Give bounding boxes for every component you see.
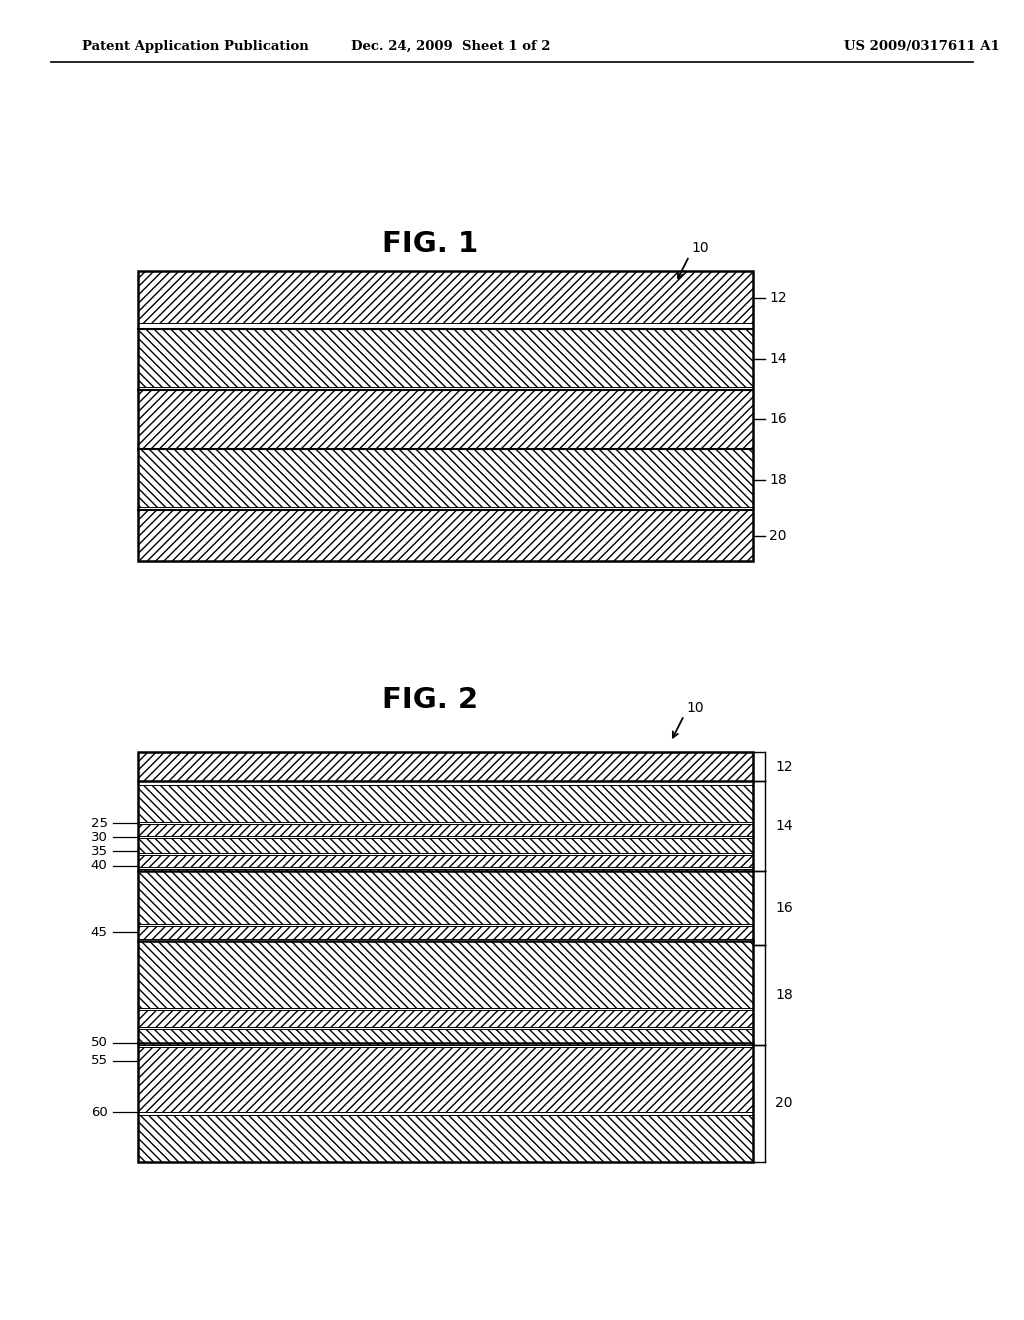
Text: 20: 20 [769, 529, 786, 544]
Bar [138, 511, 753, 561]
Bar [138, 838, 753, 853]
Bar [138, 941, 753, 1008]
Text: 16: 16 [769, 412, 786, 426]
Text: 18: 18 [769, 473, 786, 487]
Text: 14: 14 [775, 818, 793, 833]
Text: 10: 10 [686, 701, 703, 714]
Text: 60: 60 [91, 1106, 108, 1119]
Bar [138, 855, 753, 867]
Bar [138, 785, 753, 822]
Text: 12: 12 [769, 292, 786, 305]
Bar [138, 389, 753, 447]
Text: 10: 10 [691, 242, 709, 255]
Text: 55: 55 [90, 1055, 108, 1067]
Text: 40: 40 [91, 859, 108, 873]
Bar [138, 449, 753, 507]
Text: 14: 14 [769, 352, 786, 366]
Bar [138, 869, 753, 924]
Text: 18: 18 [775, 987, 793, 1002]
Text: 20: 20 [775, 1097, 793, 1110]
Text: FIG. 1: FIG. 1 [382, 230, 478, 259]
Bar [138, 1047, 753, 1113]
Bar [138, 271, 753, 323]
Bar [138, 1010, 753, 1027]
Text: 50: 50 [91, 1036, 108, 1049]
Text: 35: 35 [90, 845, 108, 858]
Bar [138, 752, 753, 781]
Text: Dec. 24, 2009  Sheet 1 of 2: Dec. 24, 2009 Sheet 1 of 2 [351, 40, 550, 53]
Bar [138, 824, 753, 837]
Bar [138, 271, 753, 561]
Bar [138, 927, 753, 939]
Bar [138, 752, 753, 1162]
Text: 16: 16 [775, 900, 793, 915]
Bar [138, 329, 753, 387]
Text: US 2009/0317611 A1: US 2009/0317611 A1 [844, 40, 999, 53]
Text: Patent Application Publication: Patent Application Publication [82, 40, 308, 53]
Text: 25: 25 [90, 817, 108, 830]
Bar [138, 1114, 753, 1162]
Text: 12: 12 [775, 760, 793, 774]
Text: 30: 30 [91, 830, 108, 843]
Text: FIG. 2: FIG. 2 [382, 685, 478, 714]
Bar [138, 1028, 753, 1045]
Text: 45: 45 [91, 925, 108, 939]
